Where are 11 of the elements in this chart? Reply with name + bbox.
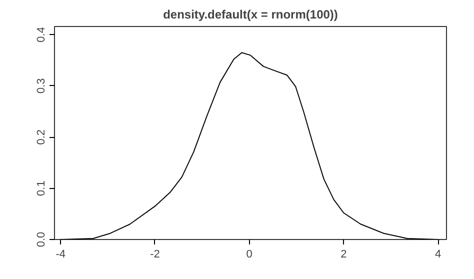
y-tick-label: 0.4: [36, 27, 48, 42]
y-tick-label: 0.2: [36, 129, 48, 145]
chart-title: density.default(x = rnorm(100)): [163, 8, 338, 22]
y-tick-label: 0.1: [36, 180, 48, 196]
y-tick-label: 0.3: [36, 78, 48, 94]
x-tick-label: -4: [56, 248, 66, 260]
x-tick-label: 0: [246, 248, 252, 260]
x-tick-label: -2: [150, 248, 160, 260]
y-tick-label: 0.0: [36, 232, 48, 248]
x-tick-label: 2: [340, 248, 347, 260]
x-tick-label: 4: [434, 248, 442, 260]
